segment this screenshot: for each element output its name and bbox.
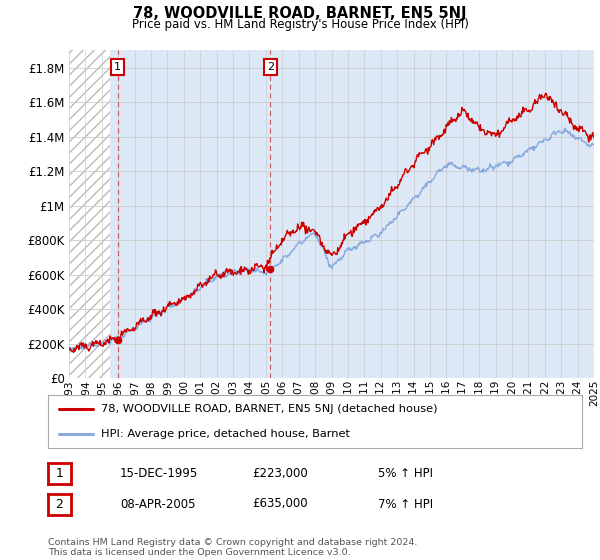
Text: 1: 1 [55,467,64,480]
Text: Price paid vs. HM Land Registry's House Price Index (HPI): Price paid vs. HM Land Registry's House … [131,18,469,31]
Text: £223,000: £223,000 [252,466,308,480]
Bar [69,50,110,378]
Text: 7% ↑ HPI: 7% ↑ HPI [378,497,433,511]
Text: 78, WOODVILLE ROAD, BARNET, EN5 5NJ: 78, WOODVILLE ROAD, BARNET, EN5 5NJ [133,6,467,21]
Text: 78, WOODVILLE ROAD, BARNET, EN5 5NJ (detached house): 78, WOODVILLE ROAD, BARNET, EN5 5NJ (det… [101,404,438,414]
Text: £635,000: £635,000 [252,497,308,511]
Text: 5% ↑ HPI: 5% ↑ HPI [378,466,433,480]
Text: 1: 1 [114,62,121,72]
Text: HPI: Average price, detached house, Barnet: HPI: Average price, detached house, Barn… [101,428,350,438]
Text: 2: 2 [55,498,64,511]
Text: 08-APR-2005: 08-APR-2005 [120,497,196,511]
Text: Contains HM Land Registry data © Crown copyright and database right 2024.
This d: Contains HM Land Registry data © Crown c… [48,538,418,557]
Text: 15-DEC-1995: 15-DEC-1995 [120,466,198,480]
Text: 2: 2 [267,62,274,72]
